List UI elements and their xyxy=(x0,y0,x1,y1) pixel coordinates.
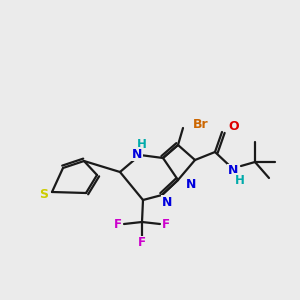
Text: F: F xyxy=(114,218,122,230)
Text: O: O xyxy=(228,121,238,134)
Text: S: S xyxy=(40,188,49,202)
Text: Br: Br xyxy=(193,118,208,130)
Text: F: F xyxy=(162,218,170,230)
Text: F: F xyxy=(138,236,146,250)
Text: H: H xyxy=(137,139,147,152)
Text: N: N xyxy=(186,178,196,190)
Text: N: N xyxy=(132,148,142,160)
Text: N: N xyxy=(228,164,238,178)
Text: N: N xyxy=(162,196,172,208)
Text: H: H xyxy=(235,173,245,187)
